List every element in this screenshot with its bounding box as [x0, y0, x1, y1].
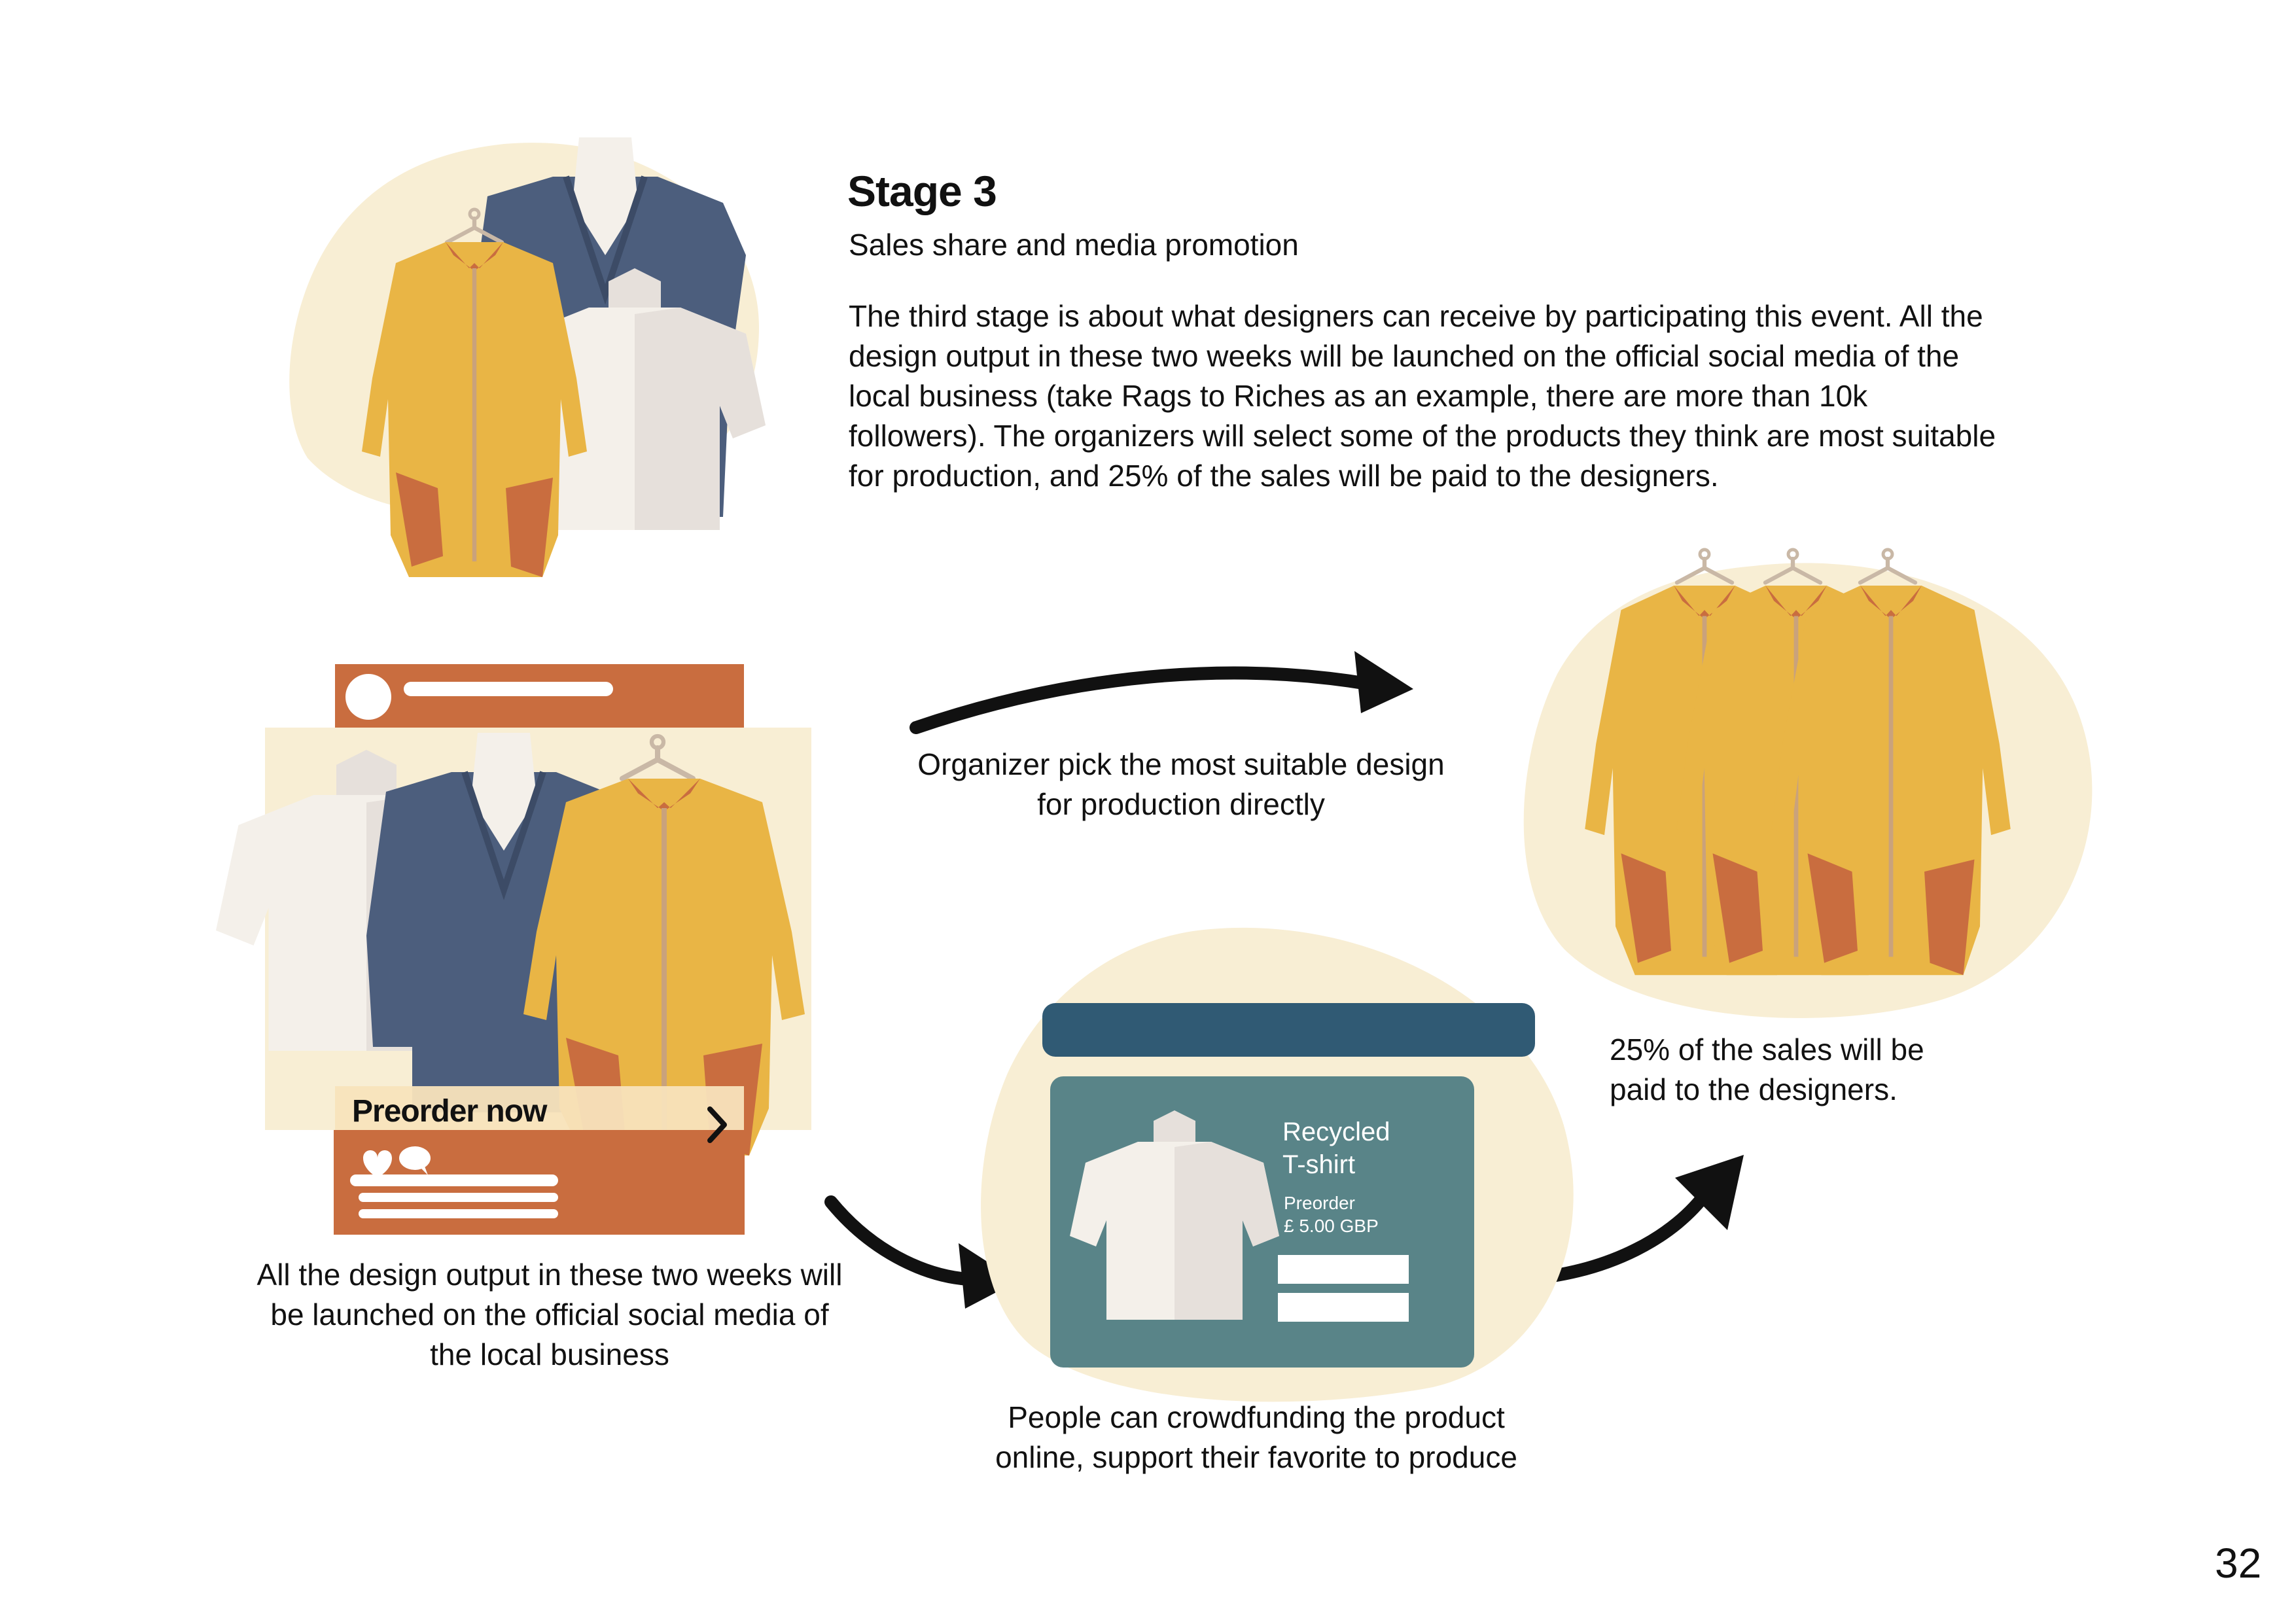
page-number: 32 — [2215, 1540, 2262, 1587]
heart-icon[interactable] — [363, 1150, 392, 1178]
preorder-now-label[interactable]: Preorder now — [352, 1094, 547, 1129]
product-status: Preorder — [1284, 1193, 1355, 1213]
product-price: £ 5.00 GBP — [1284, 1216, 1379, 1236]
stage-subtitle: Sales share and media promotion — [849, 228, 1299, 262]
social-post-mockup — [216, 664, 811, 1235]
production-shirts-illustration — [1523, 550, 2093, 1018]
chevron-right-icon[interactable] — [707, 1106, 727, 1143]
details-button[interactable] — [1278, 1293, 1409, 1322]
crowdfunding-card — [981, 927, 1574, 1402]
product-title: Recycled T-shirt — [1282, 1118, 1390, 1179]
sales-share-caption: 25% of the sales will be paid to the des… — [1610, 1033, 1924, 1106]
stage-description: The third stage is about what designers … — [849, 299, 1996, 493]
hero-clothes-illustration — [289, 137, 766, 577]
arrow-to-production — [910, 651, 1413, 734]
avatar — [345, 674, 391, 720]
organizer-caption: Organizer pick the most suitable design … — [917, 747, 1445, 821]
preorder-button[interactable] — [1278, 1255, 1409, 1284]
arrow-to-crowdfunding — [824, 1195, 1017, 1309]
social-media-caption: All the design output in these two weeks… — [256, 1258, 843, 1371]
crowdfunding-caption: People can crowdfunding the product onli… — [995, 1400, 1517, 1474]
stage-title: Stage 3 — [847, 167, 997, 215]
comment-icon[interactable] — [399, 1146, 431, 1175]
